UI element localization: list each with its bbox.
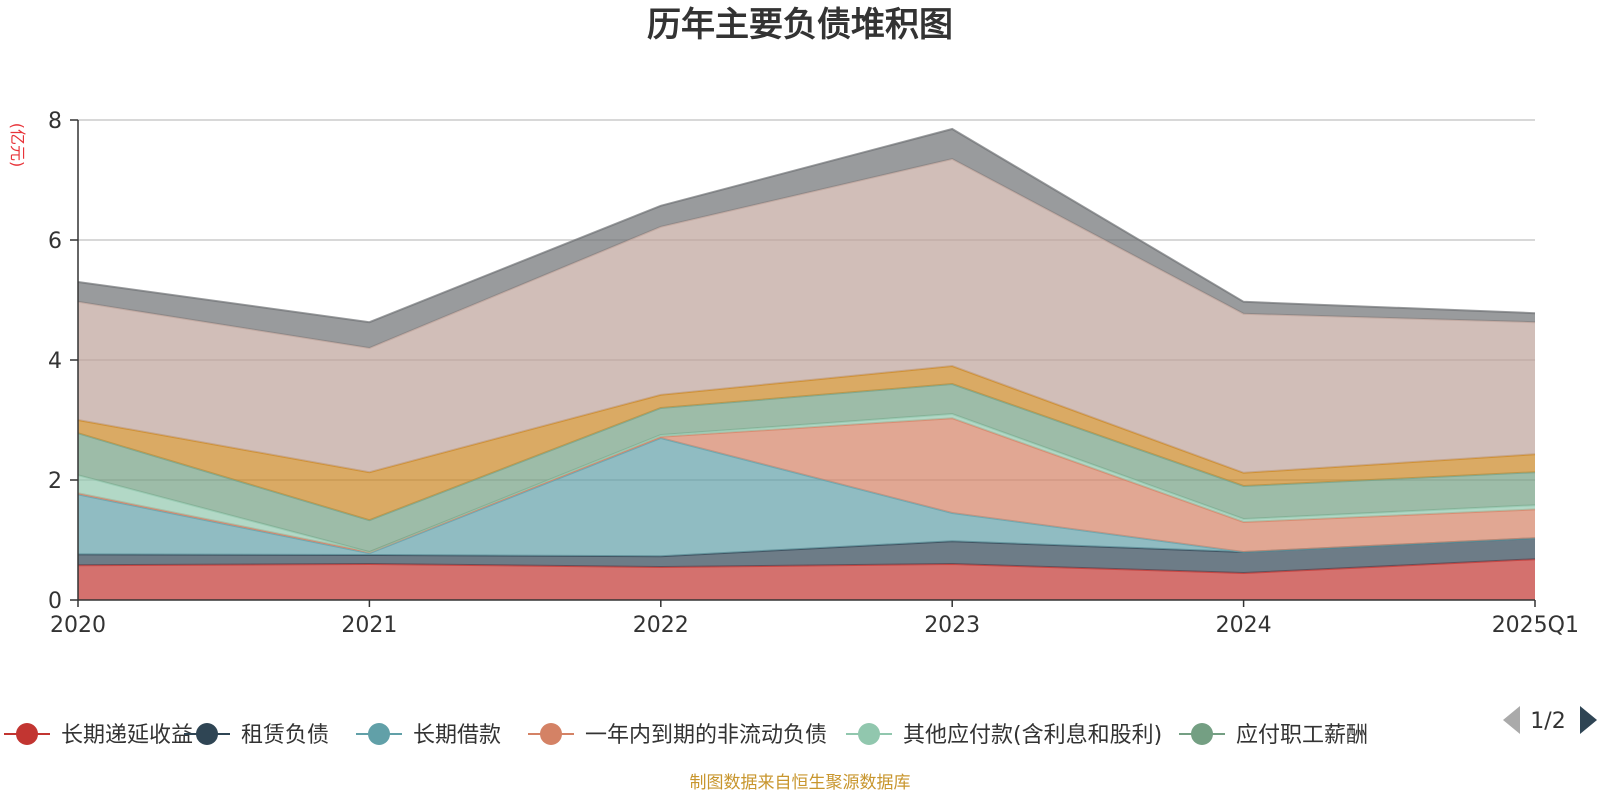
legend-item[interactable]: 长期借款 <box>356 723 501 748</box>
legend-item[interactable]: 租赁负债 <box>184 723 329 748</box>
legend-circle-icon <box>196 723 218 745</box>
x-tick-label: 2021 <box>341 613 397 638</box>
area-series-3 <box>78 418 1535 554</box>
y-tick-label: 8 <box>48 109 62 134</box>
legend-pager: 1/2 <box>1503 706 1597 734</box>
area-series-2 <box>78 438 1535 557</box>
tick-labels: 0 2 4 6 8 2020 2021 2022 2023 2024 2025Q1 <box>48 109 1579 638</box>
x-tick-label: 2025Q1 <box>1492 613 1579 638</box>
legend: 长期递延收益 租赁负债 长期借款 一年内到期的非流动负债 其他应付款(含利息和股利) 应付… <box>4 723 1368 748</box>
legend-label: 租赁负债 <box>241 723 329 748</box>
legend-item[interactable]: 其他应付款(含利息和股利) <box>846 723 1162 748</box>
triangle-left-icon[interactable] <box>1503 706 1520 734</box>
legend-item[interactable]: 一年内到期的非流动负债 <box>528 723 827 748</box>
data-source-note: 制图数据来自恒生聚源数据库 <box>690 773 911 793</box>
x-tick-label: 2023 <box>924 613 980 638</box>
x-tick-label: 2020 <box>50 613 106 638</box>
y-tick-label: 0 <box>48 589 62 614</box>
legend-circle-icon <box>858 723 880 745</box>
series-line-8 <box>77 127 1536 324</box>
legend-label: 一年内到期的非流动负债 <box>585 723 827 748</box>
y-tick-label: 2 <box>48 469 62 494</box>
chart-title: 历年主要负债堆积图 <box>647 5 953 45</box>
legend-item[interactable]: 应付职工薪酬 <box>1179 723 1368 748</box>
legend-item[interactable]: 长期递延收益 <box>4 723 193 748</box>
legend-label: 长期借款 <box>413 723 501 748</box>
area-series-7 <box>78 159 1535 473</box>
y-axis-label: (亿元) <box>8 123 27 168</box>
legend-label: 长期递延收益 <box>61 723 193 748</box>
x-tick-label: 2024 <box>1216 613 1272 638</box>
legend-circle-icon <box>1191 723 1213 745</box>
legend-label: 应付职工薪酬 <box>1236 723 1368 748</box>
legend-circle-icon <box>16 723 38 745</box>
area-series-0 <box>78 559 1535 600</box>
area-series-1 <box>78 538 1535 573</box>
area-series-5 <box>78 384 1535 552</box>
triangle-right-icon[interactable] <box>1580 706 1597 734</box>
legend-circle-icon <box>540 723 562 745</box>
y-tick-label: 4 <box>48 349 62 374</box>
legend-label: 其他应付款(含利息和股利) <box>903 723 1162 748</box>
x-tick-label: 2022 <box>633 613 689 638</box>
axes <box>70 119 1536 607</box>
area-series-6 <box>78 366 1535 521</box>
legend-circle-icon <box>368 723 390 745</box>
legend-page-indicator: 1/2 <box>1530 709 1565 734</box>
area-series <box>77 127 1536 600</box>
y-tick-label: 6 <box>48 229 62 254</box>
